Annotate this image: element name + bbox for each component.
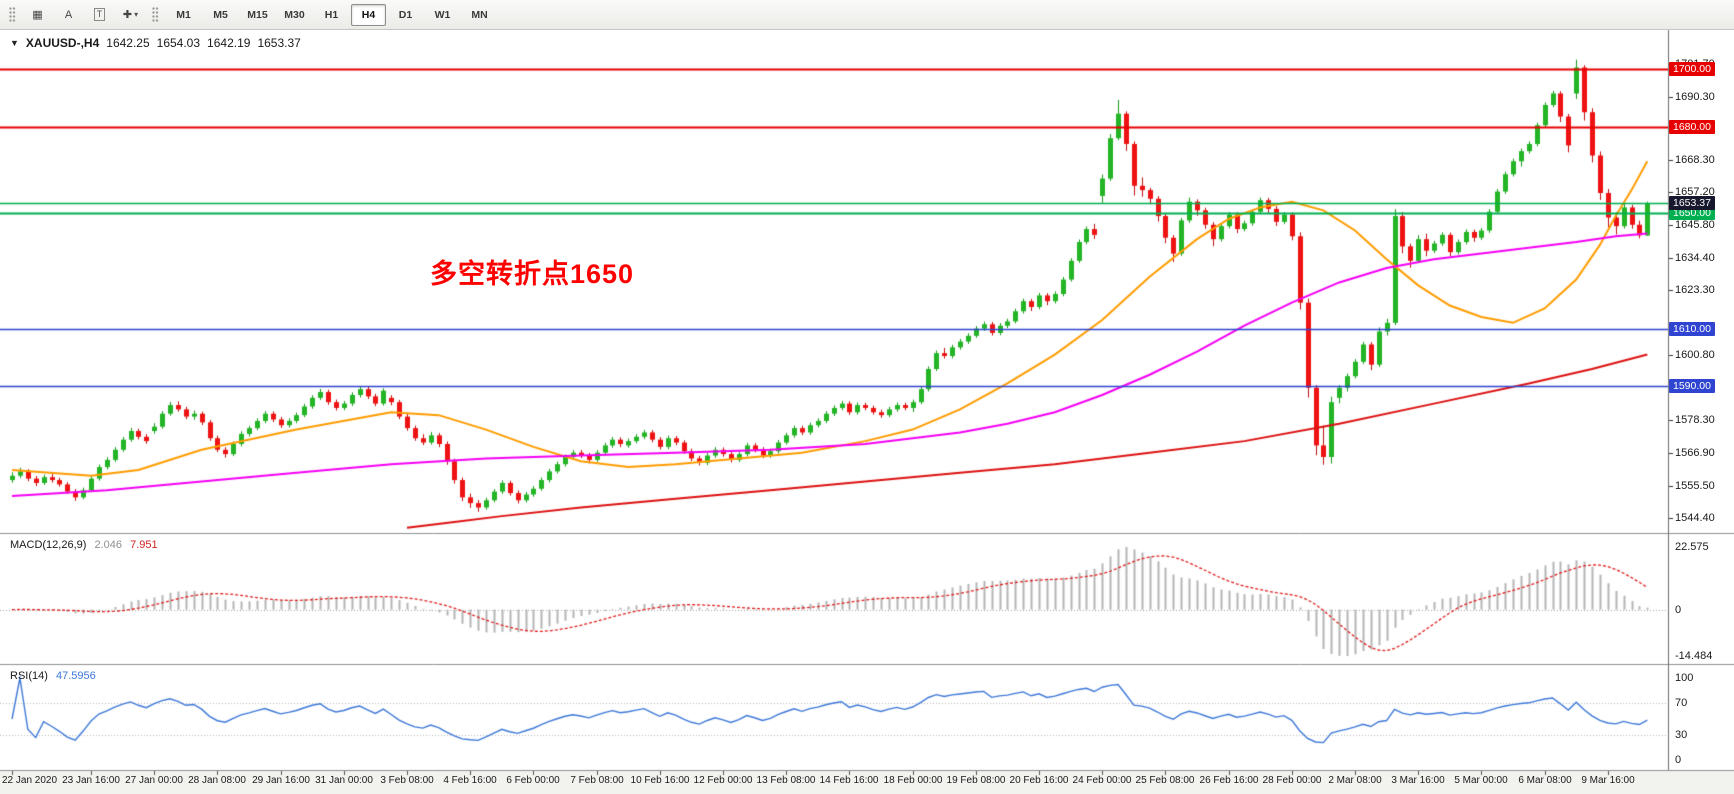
crosshair-icon: ✚ xyxy=(122,9,133,21)
main-toolbar: ▦ A T ✚ ▾ M1 M5 M15 M30 H1 H4 D1 W1 MN xyxy=(0,0,1734,30)
toolbar-grip[interactable] xyxy=(9,6,16,23)
timeframe-button-m5[interactable]: M5 xyxy=(213,8,228,21)
timeframe-toolbar: M1 M5 M15 M30 H1 H4 D1 W1 MN xyxy=(165,3,498,26)
timeframe-button-w1[interactable]: W1 xyxy=(434,8,451,21)
crosshair-tool-button[interactable]: ✚ ▾ xyxy=(116,3,145,26)
price-axis[interactable] xyxy=(1668,30,1734,770)
macd-panel-splitter[interactable] xyxy=(0,532,1734,536)
dropdown-caret-icon: ▾ xyxy=(134,10,139,19)
timeframe-button-h1[interactable]: H1 xyxy=(324,8,339,21)
timeframe-button-mn[interactable]: MN xyxy=(471,8,488,21)
timeframe-button-d1[interactable]: D1 xyxy=(398,8,413,21)
timeframe-button-h4[interactable]: H4 xyxy=(351,3,386,26)
rsi-panel-splitter[interactable] xyxy=(0,663,1734,667)
chart-grid-icon: ▦ xyxy=(32,9,43,21)
time-axis[interactable] xyxy=(0,770,1668,794)
chart-grid-button[interactable]: ▦ xyxy=(23,3,52,26)
text-tool-button[interactable]: A xyxy=(54,3,83,26)
timeframe-button-m15[interactable]: M15 xyxy=(247,8,268,21)
toolbar-grip[interactable] xyxy=(152,6,159,23)
timeframe-button-m1[interactable]: M1 xyxy=(176,8,191,21)
template-tool-button[interactable]: T xyxy=(85,3,114,26)
text-tool-icon: A xyxy=(64,8,73,21)
template-tool-icon: T xyxy=(93,8,106,21)
chart-context-icon[interactable]: ▼ xyxy=(10,38,19,48)
timeframe-button-m30[interactable]: M30 xyxy=(284,8,305,21)
